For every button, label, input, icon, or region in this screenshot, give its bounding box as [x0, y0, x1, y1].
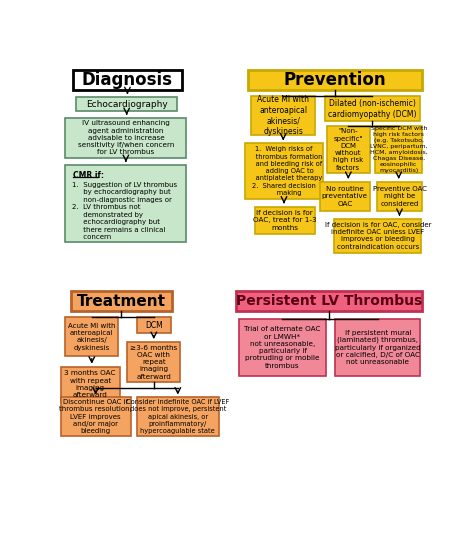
Text: IV ultrasound enhancing
agent administration
advisable to increase
sensitivity i: IV ultrasound enhancing agent administra… — [78, 121, 174, 155]
Text: If persistent mural
(laminated) thrombus,
particularly if organized
or calcified: If persistent mural (laminated) thrombus… — [335, 330, 420, 365]
FancyBboxPatch shape — [319, 182, 370, 211]
FancyBboxPatch shape — [73, 70, 182, 90]
Text: "Non-
specific"
DCM
without
high risk
factors: "Non- specific" DCM without high risk fa… — [333, 128, 364, 171]
FancyBboxPatch shape — [71, 291, 172, 311]
FancyBboxPatch shape — [65, 118, 186, 158]
Text: Acute MI with
anteroapical
akinesis/
dyskinesis: Acute MI with anteroapical akinesis/ dys… — [68, 323, 116, 351]
Text: Preventive OAC
might be
considered: Preventive OAC might be considered — [373, 186, 427, 207]
FancyBboxPatch shape — [327, 126, 370, 174]
FancyBboxPatch shape — [76, 97, 177, 111]
Text: CMR if:: CMR if: — [73, 171, 104, 180]
Text: DCM: DCM — [145, 321, 163, 330]
Text: ≥3-6 months
OAC with
repeat
imaging
afterward: ≥3-6 months OAC with repeat imaging afte… — [130, 345, 177, 379]
Text: Persistent LV Thrombus: Persistent LV Thrombus — [236, 294, 422, 308]
FancyBboxPatch shape — [137, 398, 219, 436]
Text: If decision is for
OAC, treat for 1-3
months: If decision is for OAC, treat for 1-3 mo… — [253, 210, 317, 231]
FancyBboxPatch shape — [251, 96, 315, 135]
FancyBboxPatch shape — [61, 398, 130, 436]
FancyBboxPatch shape — [137, 317, 171, 333]
Text: If decision is for OAC, consider
indefinite OAC unless LVEF
improves or bleeding: If decision is for OAC, consider indefin… — [325, 222, 431, 249]
Text: Acute MI with
anteroapical
akinesis/
dyskinesis: Acute MI with anteroapical akinesis/ dys… — [257, 95, 309, 136]
FancyBboxPatch shape — [248, 70, 422, 90]
Text: Treatment: Treatment — [77, 294, 166, 309]
FancyBboxPatch shape — [245, 143, 323, 199]
FancyBboxPatch shape — [375, 126, 422, 174]
Text: Echocardiography: Echocardiography — [86, 100, 167, 108]
FancyBboxPatch shape — [334, 219, 421, 253]
FancyBboxPatch shape — [128, 342, 180, 382]
Text: Dilated (non-ischemic)
cardiomyopathy (DCM): Dilated (non-ischemic) cardiomyopathy (D… — [328, 99, 417, 118]
FancyBboxPatch shape — [65, 165, 186, 242]
FancyBboxPatch shape — [377, 182, 422, 211]
Text: Consider indefinite OAC if LVEF
does not improve, persistent
apical akinesis, or: Consider indefinite OAC if LVEF does not… — [126, 399, 229, 434]
Text: Diagnosis: Diagnosis — [82, 71, 173, 89]
FancyBboxPatch shape — [65, 317, 118, 356]
Text: 1.  Weigh risks of
     thrombus formation
     and bleeding risk of
     adding: 1. Weigh risks of thrombus formation and… — [246, 147, 323, 196]
Text: Discontinue OAC if
thrombus resolution,
LVEF improves
and/or major
bleeding: Discontinue OAC if thrombus resolution, … — [59, 399, 132, 434]
FancyBboxPatch shape — [236, 291, 422, 311]
Text: Prevention: Prevention — [284, 71, 386, 89]
FancyBboxPatch shape — [335, 319, 420, 376]
FancyBboxPatch shape — [325, 96, 419, 121]
Text: 1.  Suggestion of LV thrombus
     by echocardiography but
     non-diagnostic i: 1. Suggestion of LV thrombus by echocard… — [72, 182, 177, 241]
Text: Specific DCM with
high risk factors
(e.g. Takotsubo,
LVNC, peripartum,
HCM, amyl: Specific DCM with high risk factors (e.g… — [370, 126, 428, 173]
FancyBboxPatch shape — [239, 319, 326, 376]
Text: No routine
preventative
OAC: No routine preventative OAC — [322, 186, 368, 207]
Text: 3 months OAC
with repeat
imaging
afterward: 3 months OAC with repeat imaging afterwa… — [64, 371, 116, 398]
FancyBboxPatch shape — [255, 206, 315, 234]
FancyBboxPatch shape — [61, 367, 120, 402]
Text: Trial of alternate OAC
or LMWH*
not unreasonable,
particularly if
protruding or : Trial of alternate OAC or LMWH* not unre… — [244, 326, 321, 368]
